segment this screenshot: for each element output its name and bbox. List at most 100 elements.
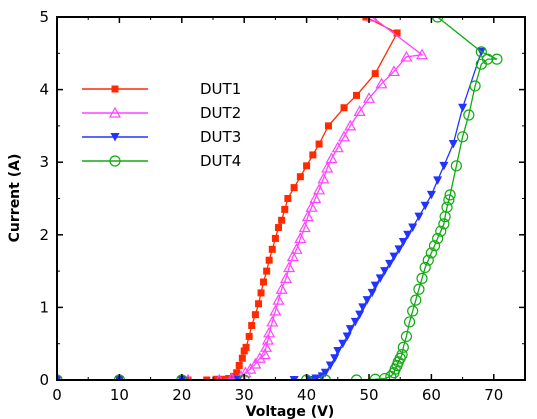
data-point-dut2 xyxy=(317,172,330,184)
data-point-dut4 xyxy=(457,131,469,143)
y-tick-label: 5 xyxy=(39,8,49,26)
x-tick-label: 70 xyxy=(484,386,503,404)
data-point-dut3 xyxy=(311,374,321,380)
data-point-dut2 xyxy=(375,77,388,89)
data-point-dut4 xyxy=(416,272,428,284)
data-point-dut1 xyxy=(212,375,220,380)
data-point-dut2 xyxy=(249,357,262,369)
data-point-dut4 xyxy=(379,372,391,380)
data-point-dut1 xyxy=(218,375,226,380)
data-point-dut2 xyxy=(294,232,307,244)
data-point-dut4 xyxy=(410,294,422,306)
data-point-dut3 xyxy=(345,325,355,334)
data-point-dut1 xyxy=(265,256,273,264)
data-point-dut3 xyxy=(367,288,377,298)
data-point-dut1 xyxy=(268,245,276,253)
data-point-dut2 xyxy=(258,348,271,360)
legend-item-dut3: DUT3 xyxy=(82,128,241,146)
data-point-dut1 xyxy=(275,224,283,232)
data-point-dut3 xyxy=(330,354,340,363)
x-tick-label: 0 xyxy=(52,386,62,404)
series-dut2 xyxy=(57,17,429,380)
ticks-layer: 0 10 20 30 40 50 60 70 0 1 2 3 4 5 xyxy=(39,8,525,404)
data-point-dut2 xyxy=(416,48,429,60)
series-dut4 xyxy=(57,17,503,380)
data-point-dut2 xyxy=(400,50,413,62)
data-point-dut3 xyxy=(325,361,335,370)
data-point-dut3 xyxy=(458,103,468,113)
data-point-dut2 xyxy=(290,243,303,254)
data-point-dut2 xyxy=(286,250,299,262)
data-point-dut4 xyxy=(438,218,450,230)
data-point-dut4 xyxy=(413,283,425,295)
y-tick-label: 1 xyxy=(39,298,49,316)
data-point-dut2 xyxy=(387,65,400,77)
data-point-dut2 xyxy=(269,304,282,316)
data-point-dut1 xyxy=(340,104,348,112)
data-point-dut3 xyxy=(350,317,360,327)
x-tick-label: 40 xyxy=(297,386,316,404)
data-point-dut1 xyxy=(184,376,192,380)
data-point-dut4 xyxy=(475,46,487,58)
data-point-dut2 xyxy=(366,17,379,22)
data-point-dut3 xyxy=(380,267,390,276)
y-tick-label: 2 xyxy=(39,226,49,244)
data-point-dut4 xyxy=(403,316,416,328)
series-layer xyxy=(57,17,503,380)
data-point-dut1 xyxy=(263,267,271,275)
data-point-dut2 xyxy=(321,161,334,173)
series-line-dut2 xyxy=(57,17,424,380)
data-point-dut3 xyxy=(408,223,418,233)
legend-swatch-marker xyxy=(109,155,121,167)
legend-swatch-marker xyxy=(110,133,120,142)
data-point-dut1 xyxy=(240,347,248,355)
data-point-dut1 xyxy=(251,311,259,319)
data-point-dut2 xyxy=(301,210,314,222)
x-tick-label: 20 xyxy=(172,386,191,404)
data-point-dut3 xyxy=(320,368,330,378)
legend-label: DUT2 xyxy=(200,104,241,122)
data-point-dut1 xyxy=(260,278,268,286)
data-point-dut3 xyxy=(358,303,368,312)
data-point-dut2 xyxy=(283,261,296,273)
data-point-dut4 xyxy=(422,254,434,266)
data-point-dut1 xyxy=(257,289,265,297)
data-point-dut4 xyxy=(397,341,409,353)
data-point-dut4 xyxy=(441,201,453,213)
data-point-dut1 xyxy=(235,361,243,369)
data-point-dut2 xyxy=(331,141,344,153)
legend-item-dut2: DUT2 xyxy=(82,104,241,122)
data-point-dut3 xyxy=(398,238,408,247)
data-point-dut2 xyxy=(362,92,376,103)
data-point-dut3 xyxy=(403,230,413,240)
data-point-dut3 xyxy=(362,296,372,305)
data-point-dut3 xyxy=(385,259,395,269)
data-point-dut4 xyxy=(443,194,455,206)
data-point-dut1 xyxy=(271,234,279,242)
data-point-dut4 xyxy=(396,348,408,361)
data-point-dut1 xyxy=(284,195,292,202)
y-axis-label: Current (A) xyxy=(7,154,23,243)
data-point-dut2 xyxy=(263,326,276,338)
data-point-dut1 xyxy=(362,17,370,21)
data-point-dut3 xyxy=(389,252,399,262)
data-point-dut4 xyxy=(444,189,456,201)
data-point-dut2 xyxy=(260,341,273,352)
data-point-dut3 xyxy=(433,176,443,185)
data-point-dut2 xyxy=(338,130,351,142)
data-point-dut3 xyxy=(375,274,385,283)
data-point-dut1 xyxy=(315,140,323,148)
data-point-dut1 xyxy=(238,354,246,362)
legend-label: DUT1 xyxy=(200,80,241,98)
data-point-dut2 xyxy=(227,372,236,380)
data-point-dut1 xyxy=(281,205,289,213)
data-point-dut4 xyxy=(428,240,441,252)
data-point-dut3 xyxy=(448,140,458,149)
data-point-dut2 xyxy=(344,119,357,131)
legend-swatch-marker xyxy=(108,106,122,118)
data-point-dut4 xyxy=(350,374,363,380)
data-point-dut2 xyxy=(298,221,311,233)
data-point-dut4 xyxy=(400,330,413,343)
data-point-dut4 xyxy=(435,225,447,237)
legend: DUT1 DUT2 DUT3 DUT4 xyxy=(82,80,241,170)
